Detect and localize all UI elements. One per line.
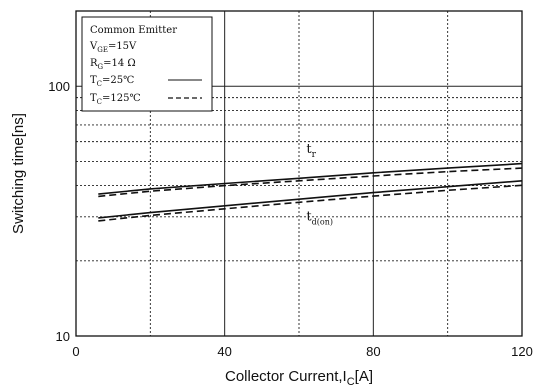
legend-title: Common Emitter xyxy=(90,25,177,36)
series-line-tdon-dashed xyxy=(98,184,523,222)
y-axis-title: Switching time[ns] xyxy=(10,113,27,234)
x-axis-title: Collector Current,IC[A] xyxy=(225,368,373,387)
plot-frame xyxy=(75,10,523,337)
x-tick-label: 40 xyxy=(217,344,231,359)
legend-entry-25c: TC=25℃ xyxy=(90,75,134,88)
legend: Common Emitter VGE=15V RG=14 Ω TC=25℃ TC… xyxy=(81,16,213,112)
legend-condition-rg: RG=14 Ω xyxy=(90,58,136,71)
x-tick-label: 120 xyxy=(511,344,533,359)
legend-box xyxy=(81,16,213,112)
y-tick-label: 100 xyxy=(48,79,70,94)
y-tick-label: 10 xyxy=(56,329,70,344)
x-tick-label: 0 xyxy=(72,344,79,359)
series-group xyxy=(98,162,523,222)
tick-labels: 0 40 80 120 10 100 xyxy=(48,79,533,359)
series-line-tdon-solid xyxy=(98,180,523,219)
x-tick-label: 80 xyxy=(366,344,380,359)
series-line-tr-dashed xyxy=(98,167,523,198)
annotation-tr: tr xyxy=(306,142,316,160)
annotation-td-on: td(on) xyxy=(306,209,333,226)
legend-entry-125c: TC=125℃ xyxy=(90,93,141,106)
legend-condition-vge: VGE=15V xyxy=(89,41,137,54)
series-line-tr-solid xyxy=(98,162,523,195)
